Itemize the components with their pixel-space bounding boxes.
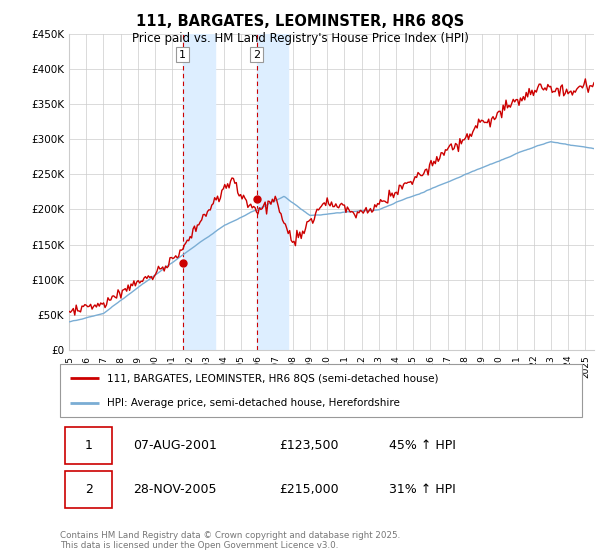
Bar <box>182 34 215 350</box>
Text: 45% ↑ HPI: 45% ↑ HPI <box>389 440 456 452</box>
Text: Contains HM Land Registry data © Crown copyright and database right 2025.
This d: Contains HM Land Registry data © Crown c… <box>60 530 400 550</box>
FancyBboxPatch shape <box>65 427 112 464</box>
Text: £215,000: £215,000 <box>279 483 339 496</box>
Text: 1: 1 <box>179 50 186 60</box>
Text: HPI: Average price, semi-detached house, Herefordshire: HPI: Average price, semi-detached house,… <box>107 398 400 408</box>
Text: 2: 2 <box>253 50 260 60</box>
Text: £123,500: £123,500 <box>279 440 339 452</box>
FancyBboxPatch shape <box>60 364 582 417</box>
Bar <box>257 34 287 350</box>
Text: 111, BARGATES, LEOMINSTER, HR6 8QS: 111, BARGATES, LEOMINSTER, HR6 8QS <box>136 14 464 29</box>
Text: 28-NOV-2005: 28-NOV-2005 <box>133 483 217 496</box>
Text: 31% ↑ HPI: 31% ↑ HPI <box>389 483 455 496</box>
Text: Price paid vs. HM Land Registry's House Price Index (HPI): Price paid vs. HM Land Registry's House … <box>131 32 469 45</box>
Text: 07-AUG-2001: 07-AUG-2001 <box>133 440 217 452</box>
Text: 111, BARGATES, LEOMINSTER, HR6 8QS (semi-detached house): 111, BARGATES, LEOMINSTER, HR6 8QS (semi… <box>107 374 439 384</box>
FancyBboxPatch shape <box>65 471 112 508</box>
Text: 2: 2 <box>85 483 92 496</box>
Text: 1: 1 <box>85 440 92 452</box>
